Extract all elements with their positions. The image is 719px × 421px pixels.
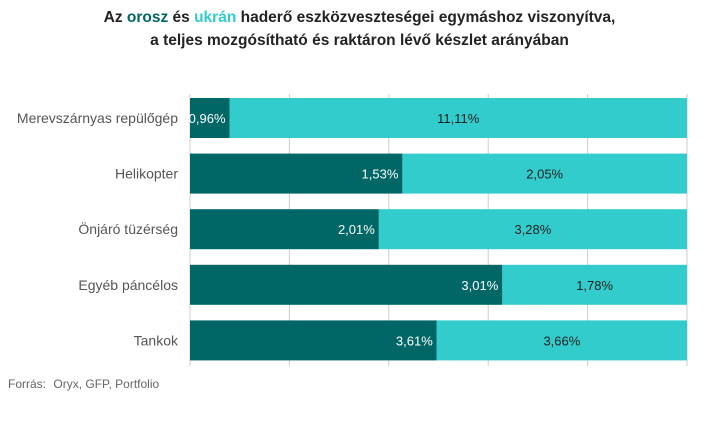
title-prefix: Az	[103, 9, 127, 26]
chart-title: Az orosz és ukrán haderő eszközveszteség…	[0, 6, 719, 52]
bar-ukran	[378, 209, 687, 250]
data-label-ukran: 11,11%	[437, 111, 480, 126]
category-label: Tankok	[134, 332, 179, 348]
category-label: Önjáró tüzérség	[78, 220, 178, 237]
data-label-ukran: 1,78%	[576, 278, 613, 293]
data-label-orosz: 3,61%	[396, 333, 433, 348]
bar-orosz	[190, 264, 503, 305]
bar-ukran	[402, 153, 687, 194]
category-label: Merevszárnyas repülőgép	[17, 110, 178, 126]
title-mid: és	[168, 9, 195, 26]
data-label-orosz: 3,01%	[461, 278, 498, 293]
title-suffix: haderő eszközveszteségei egymáshoz viszo…	[236, 9, 616, 26]
bar-orosz	[190, 320, 437, 361]
data-label-orosz: 2,01%	[338, 222, 375, 237]
data-label-ukran: 2,05%	[526, 167, 563, 182]
bar-orosz	[190, 153, 403, 194]
source-list: Oryx, GFP, Portfolio	[53, 377, 160, 391]
data-label-orosz: 1,53%	[362, 167, 399, 182]
bar-orosz	[190, 209, 379, 250]
source-footer: Forrás: Oryx, GFP, Portfolio	[8, 377, 163, 391]
title-line-2: a teljes mozgósítható és raktáron lévő k…	[150, 32, 569, 49]
data-label-ukran: 3,66%	[543, 333, 580, 348]
title-word-orosz: orosz	[126, 9, 169, 26]
category-label: Helikopter	[115, 166, 178, 182]
data-label-orosz: 0,96%	[189, 111, 226, 126]
bar-orosz	[190, 98, 230, 138]
title-word-ukran: ukrán	[194, 9, 237, 26]
source-label: Forrás:	[8, 377, 47, 391]
bar-ukran	[436, 320, 687, 361]
category-label: Egyéb páncélos	[78, 277, 178, 293]
bar-ukran	[229, 98, 687, 138]
bar-ukran	[502, 264, 687, 305]
data-label-ukran: 3,28%	[514, 222, 551, 237]
title-line-1: Az orosz és ukrán haderő eszközveszteség…	[0, 6, 719, 29]
